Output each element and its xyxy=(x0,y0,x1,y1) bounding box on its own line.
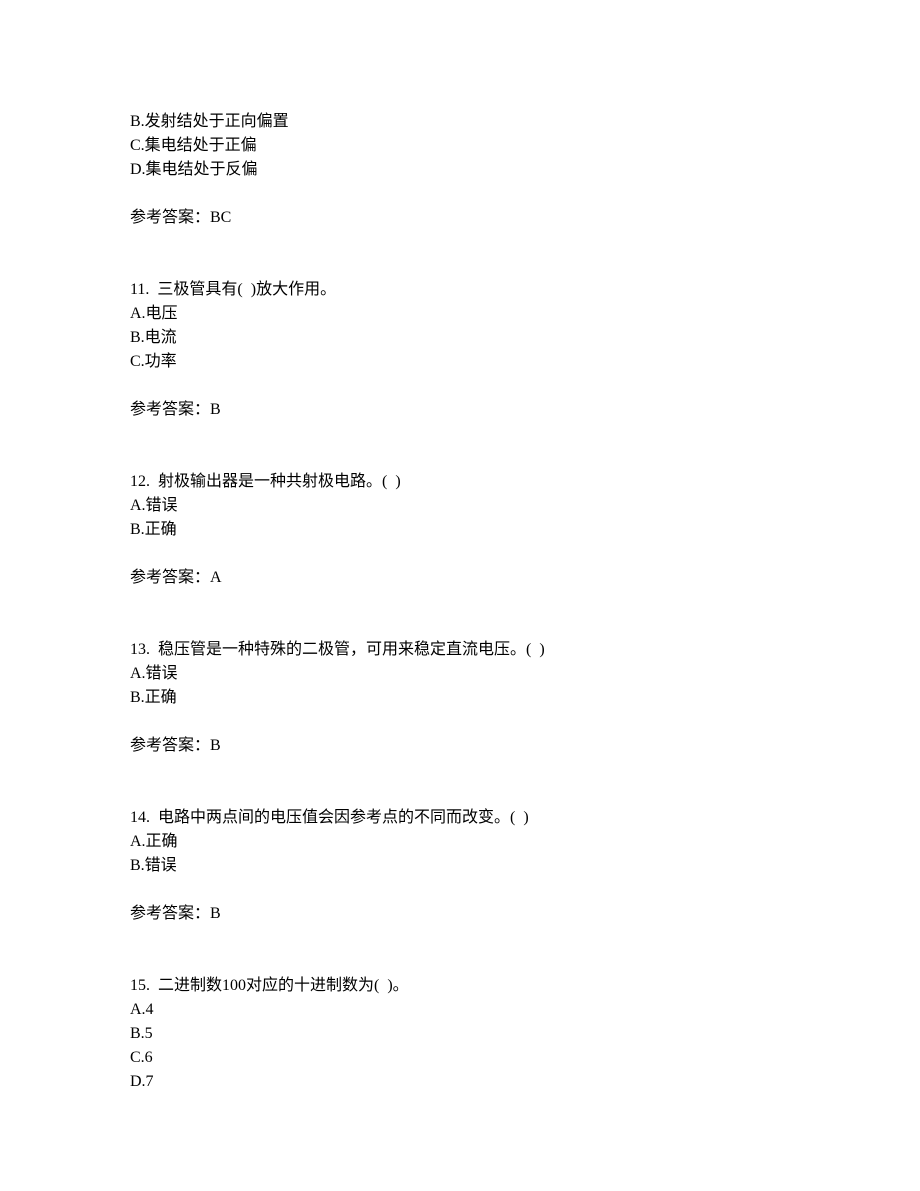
option-text: A.4 xyxy=(130,998,790,1022)
answer-label: 参考答案：BC xyxy=(130,206,790,230)
question-14: 14. 电路中两点间的电压值会因参考点的不同而改变。( ) A.正确 B.错误 xyxy=(130,806,790,878)
question-stem: 15. 二进制数100对应的十进制数为( )。 xyxy=(130,974,790,998)
question-stem: 14. 电路中两点间的电压值会因参考点的不同而改变。( ) xyxy=(130,806,790,830)
answer-label: 参考答案：B xyxy=(130,902,790,926)
question-stem: 12. 射极输出器是一种共射极电路。( ) xyxy=(130,470,790,494)
answer-label: 参考答案：B xyxy=(130,398,790,422)
option-text: D.集电结处于反偏 xyxy=(130,158,790,182)
question-13: 13. 稳压管是一种特殊的二极管，可用来稳定直流电压。( ) A.错误 B.正确 xyxy=(130,638,790,710)
option-text: C.6 xyxy=(130,1046,790,1070)
option-text: B.错误 xyxy=(130,854,790,878)
question-stem: 13. 稳压管是一种特殊的二极管，可用来稳定直流电压。( ) xyxy=(130,638,790,662)
question-10-partial: B.发射结处于正向偏置 C.集电结处于正偏 D.集电结处于反偏 xyxy=(130,110,790,182)
answer-label: 参考答案：A xyxy=(130,566,790,590)
option-text: B.正确 xyxy=(130,518,790,542)
option-text: A.错误 xyxy=(130,494,790,518)
question-stem: 11. 三极管具有( )放大作用。 xyxy=(130,278,790,302)
answer-label: 参考答案：B xyxy=(130,734,790,758)
option-text: B.发射结处于正向偏置 xyxy=(130,110,790,134)
option-text: B.5 xyxy=(130,1022,790,1046)
question-15: 15. 二进制数100对应的十进制数为( )。 A.4 B.5 C.6 D.7 xyxy=(130,974,790,1094)
option-text: A.电压 xyxy=(130,302,790,326)
option-text: A.正确 xyxy=(130,830,790,854)
option-text: D.7 xyxy=(130,1070,790,1094)
option-text: B.正确 xyxy=(130,686,790,710)
question-12: 12. 射极输出器是一种共射极电路。( ) A.错误 B.正确 xyxy=(130,470,790,542)
option-text: B.电流 xyxy=(130,326,790,350)
option-text: C.功率 xyxy=(130,350,790,374)
option-text: C.集电结处于正偏 xyxy=(130,134,790,158)
question-11: 11. 三极管具有( )放大作用。 A.电压 B.电流 C.功率 xyxy=(130,278,790,374)
option-text: A.错误 xyxy=(130,662,790,686)
